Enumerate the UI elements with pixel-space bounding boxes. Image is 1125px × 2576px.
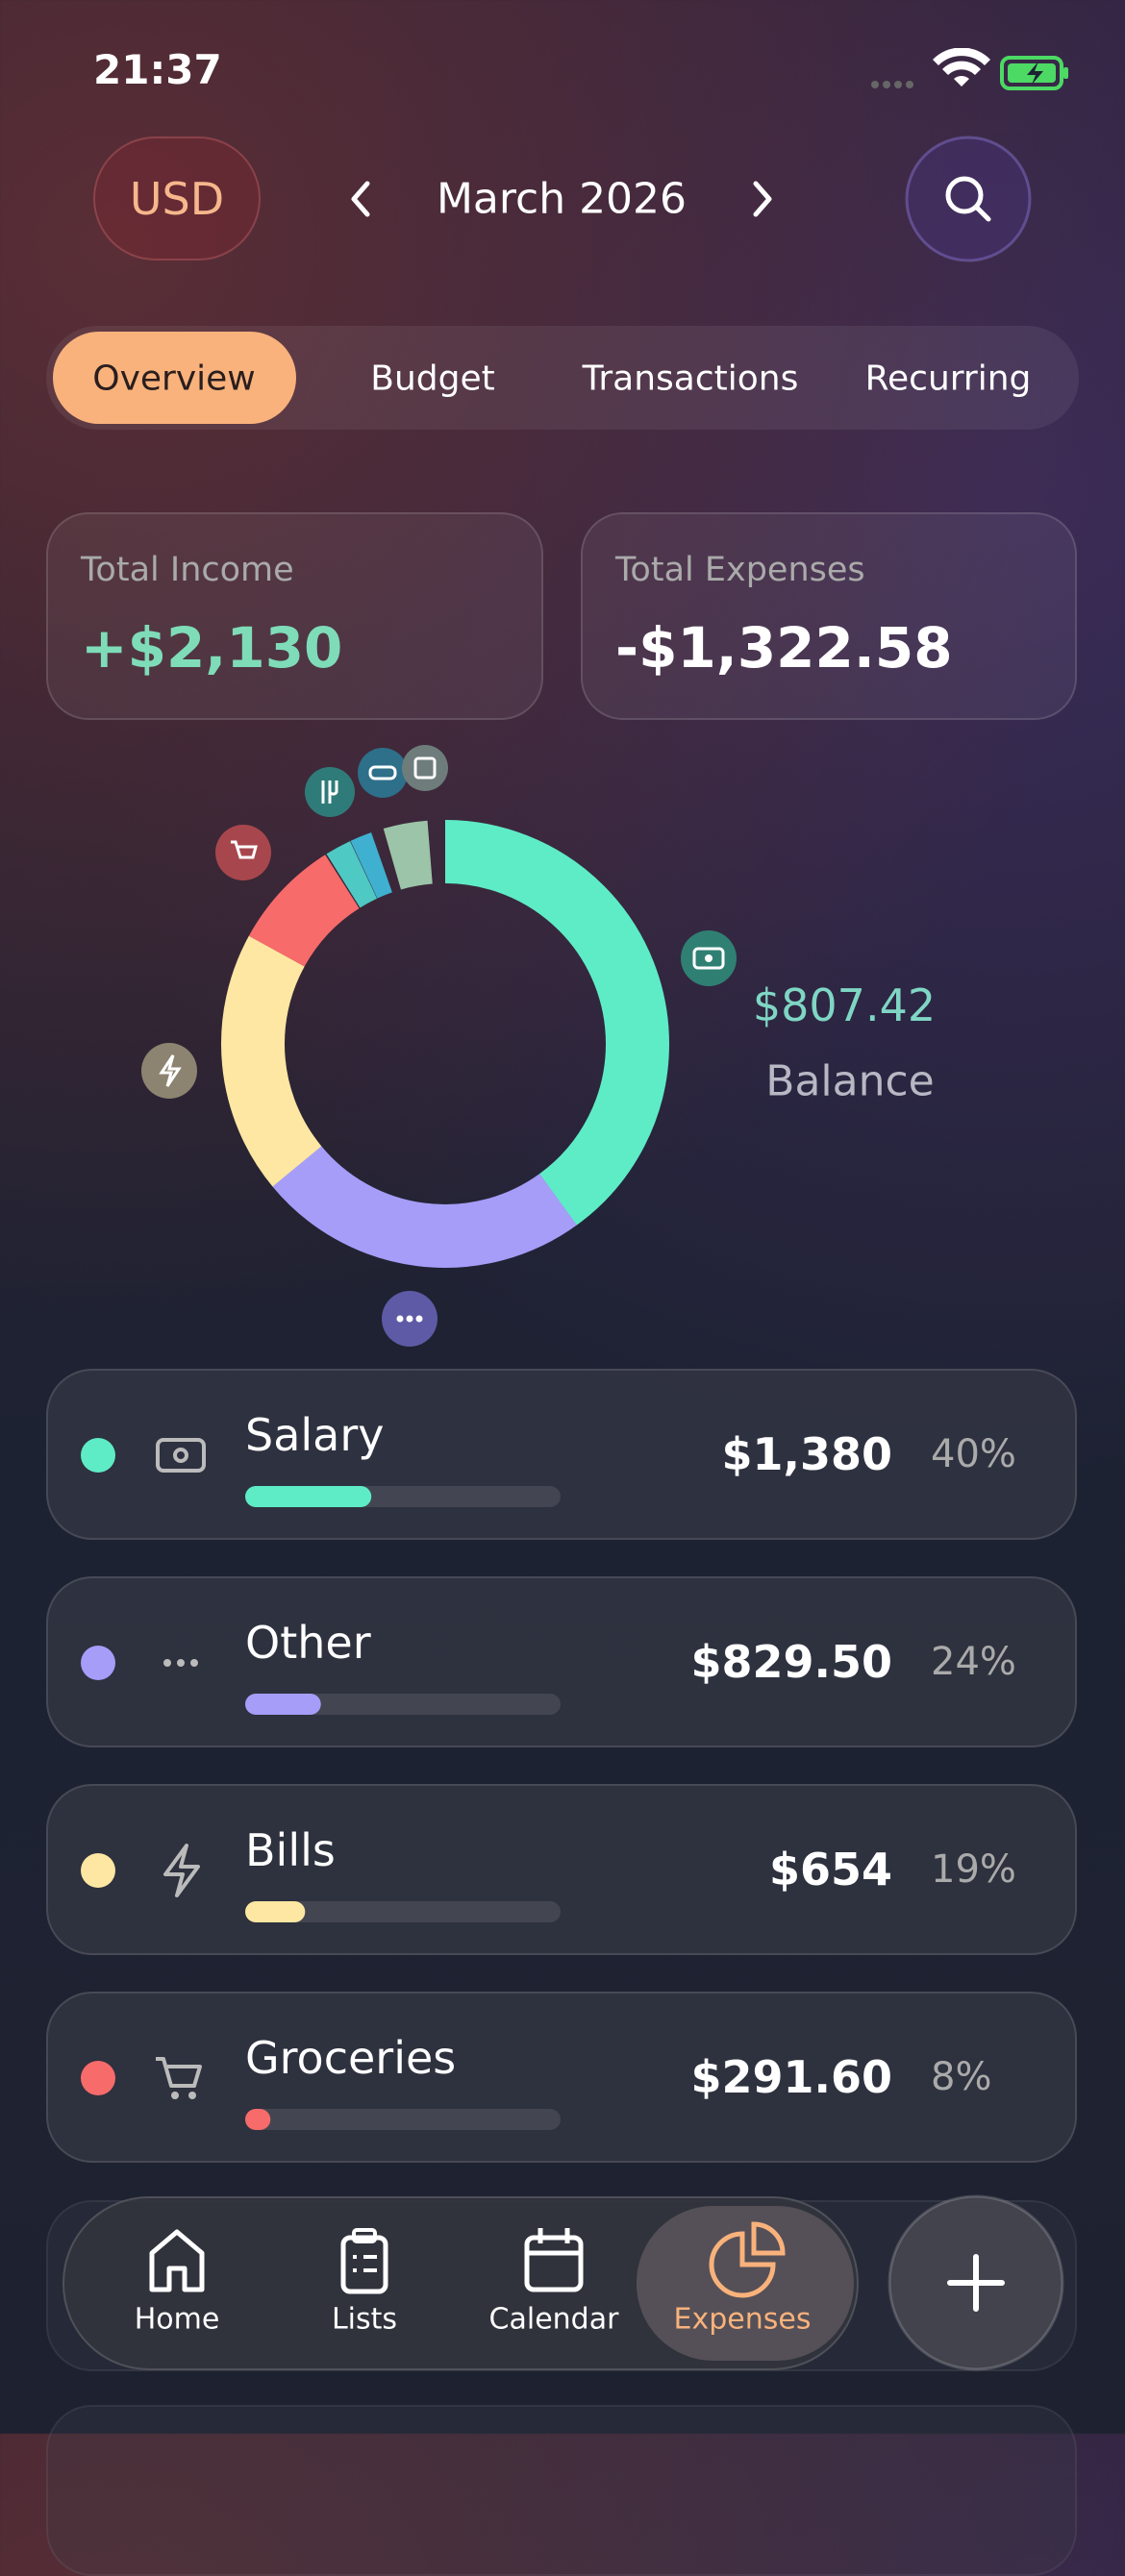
income-card: Total Income +$2,130: [46, 512, 543, 720]
tab[interactable]: Overview: [92, 359, 256, 399]
category-graphics: [81, 2057, 561, 2130]
category-graphics: [81, 1646, 561, 1715]
nav-label[interactable]: Lists: [331, 2302, 398, 2337]
nav-active-bubble: [637, 2206, 854, 2361]
progress-track: [245, 2109, 561, 2130]
hidden-row: [46, 2405, 1077, 2576]
progress-fill: [245, 1694, 321, 1715]
donut-segment: [221, 820, 669, 1268]
tab[interactable]: Transactions: [582, 359, 799, 399]
tab[interactable]: Recurring: [864, 359, 1032, 399]
category-icon: [156, 1438, 206, 1473]
category-share: 40%: [931, 1432, 1016, 1476]
expenses-value: -$1,322.58: [615, 615, 953, 681]
progress-fill: [245, 1901, 306, 1922]
category-dot: [81, 1853, 115, 1888]
category-share: 19%: [931, 1847, 1016, 1892]
donut-icons: [141, 745, 737, 1347]
search-button[interactable]: [904, 135, 1033, 263]
nav-label[interactable]: Calendar: [488, 2302, 619, 2337]
category-share: 24%: [931, 1640, 1016, 1684]
status-time: 21:37: [93, 46, 222, 93]
nav-icons: [149, 2221, 786, 2298]
balance-amount: $807.42: [752, 979, 937, 1031]
tab[interactable]: Budget: [370, 359, 495, 399]
category-graphics: [81, 1844, 561, 1922]
progress-fill: [245, 1486, 372, 1507]
category-share: 8%: [931, 2055, 992, 2099]
active-tab-pill: [53, 332, 296, 424]
category-row[interactable]: Bills $654 19%: [46, 1784, 1077, 1955]
donut-chart: [141, 745, 737, 1347]
progress-track: [245, 1901, 561, 1922]
category-amount: $829.50: [690, 1636, 892, 1688]
expenses-label: Total Expenses: [615, 551, 865, 589]
category-amount: $291.60: [690, 2051, 892, 2103]
category-dot: [81, 1646, 115, 1680]
category-row[interactable]: Salary $1,380 40%: [46, 1369, 1077, 1540]
category-name: Salary: [245, 1409, 385, 1461]
status-icons: [871, 48, 1068, 90]
progress-fill: [245, 2109, 271, 2130]
next-month[interactable]: [742, 178, 781, 220]
category-name: Other: [245, 1617, 371, 1669]
category-row[interactable]: Other $829.50 24%: [46, 1576, 1077, 1747]
category-amount: $1,380: [721, 1428, 892, 1480]
category-amount: $654: [768, 1844, 892, 1895]
category-dot: [81, 1438, 115, 1473]
currency-label: USD: [129, 172, 225, 225]
income-value: +$2,130: [81, 615, 343, 681]
category-icon: [163, 1659, 198, 1667]
currency-button[interactable]: USD: [93, 136, 261, 260]
progress-track: [245, 1694, 561, 1715]
add-button[interactable]: [885, 2192, 1067, 2374]
category-name: Groceries: [245, 2032, 457, 2084]
category-icon: [163, 1844, 200, 1897]
category-dot: [81, 2061, 115, 2095]
expenses-card: Total Expenses -$1,322.58: [581, 512, 1077, 720]
prev-month[interactable]: [342, 178, 381, 220]
income-label: Total Income: [81, 551, 294, 589]
nav-label[interactable]: Home: [134, 2302, 220, 2337]
month-label: March 2026: [436, 174, 688, 224]
nav-label[interactable]: Expenses: [673, 2302, 812, 2337]
category-icon: [156, 2057, 202, 2099]
category-name: Bills: [245, 1824, 336, 1876]
category-row[interactable]: Groceries $291.60 8%: [46, 1992, 1077, 2163]
donut-segment: [221, 820, 669, 1268]
category-graphics: [81, 1438, 561, 1507]
balance-label: Balance: [765, 1056, 935, 1106]
